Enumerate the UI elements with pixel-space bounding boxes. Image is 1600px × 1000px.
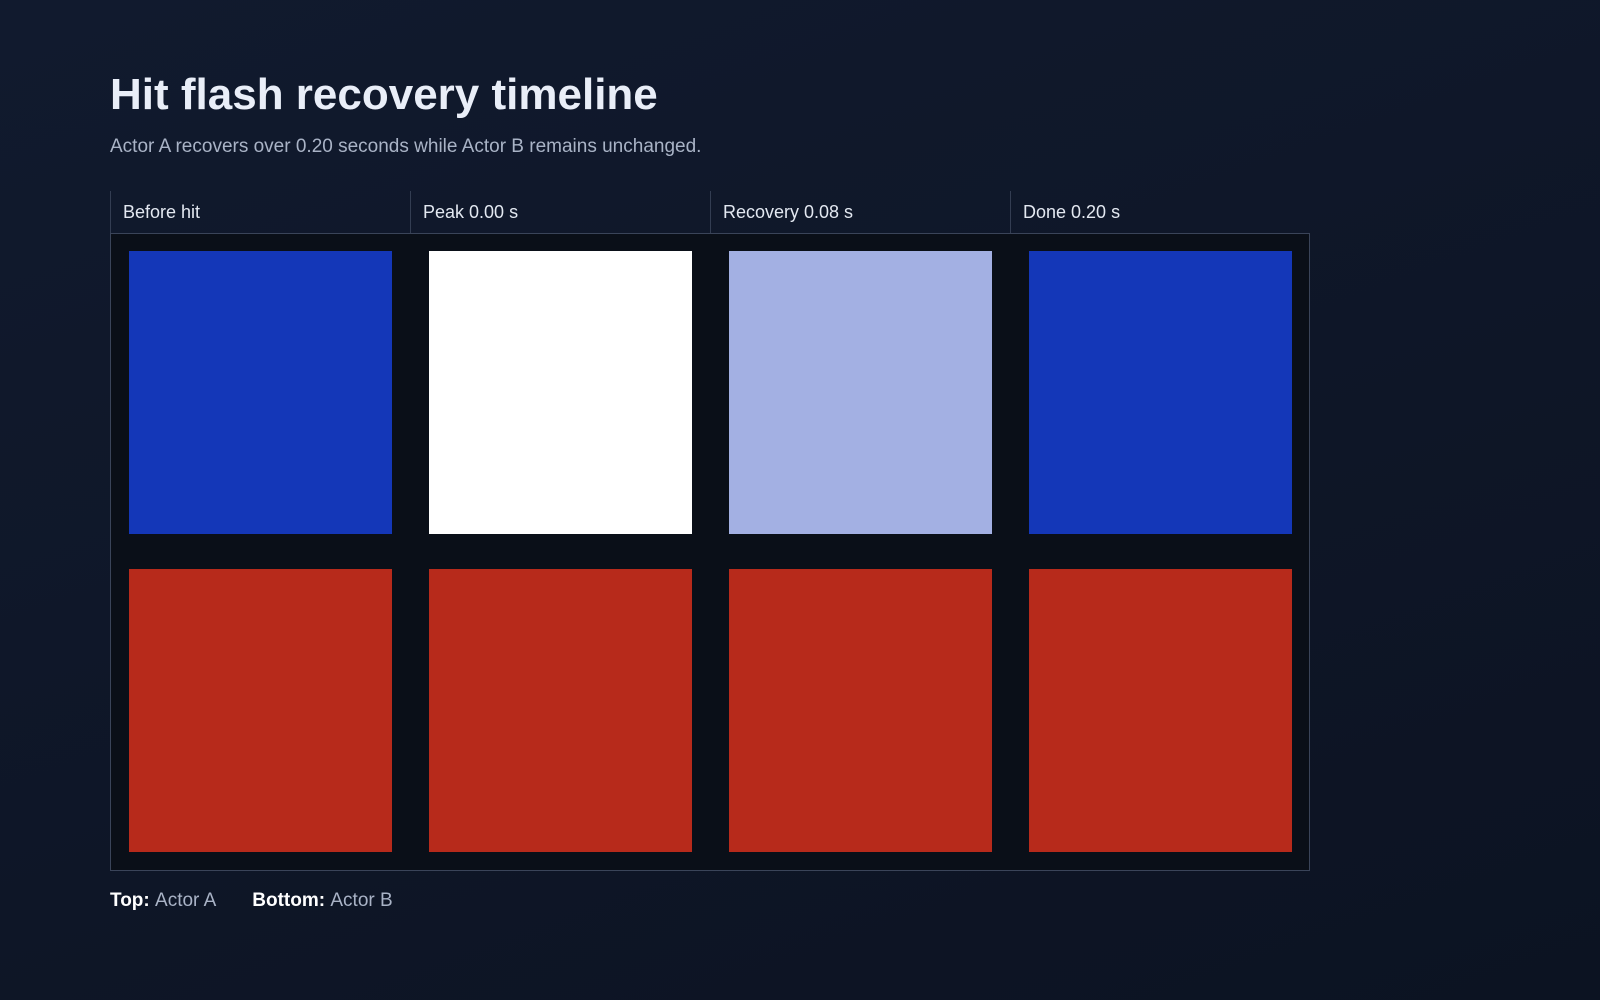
- subtitle: Actor A recovers over 0.20 seconds while…: [110, 136, 702, 157]
- legend: Top: Actor A Bottom: Actor B: [110, 890, 393, 912]
- legend-item: Top: Actor A: [110, 890, 216, 912]
- actor-a-tile: [729, 251, 992, 534]
- column-header: Done 0.20 s: [1010, 191, 1310, 233]
- actor-b-tile: [429, 569, 692, 852]
- actor-b-tile: [729, 569, 992, 852]
- column-headers: Before hit Peak 0.00 s Recovery 0.08 s Done…: [110, 191, 1310, 233]
- legend-item: Bottom: Actor B: [252, 890, 392, 912]
- legend-key: Bottom:: [252, 890, 326, 911]
- column-header: Recovery 0.08 s: [710, 191, 1010, 233]
- column-header: Before hit: [110, 191, 410, 233]
- column-header: Peak 0.00 s: [410, 191, 710, 233]
- frame-grid: [110, 233, 1310, 871]
- actor-a-tile: [1029, 251, 1292, 534]
- legend-value: Actor A: [155, 890, 217, 911]
- actor-b-tile: [129, 569, 392, 852]
- title: Hit flash recovery timeline: [110, 70, 658, 119]
- legend-value: Actor B: [330, 890, 393, 911]
- actor-a-tile: [429, 251, 692, 534]
- actor-b-tile: [1029, 569, 1292, 852]
- actor-a-tile: [129, 251, 392, 534]
- legend-key: Top:: [110, 890, 150, 911]
